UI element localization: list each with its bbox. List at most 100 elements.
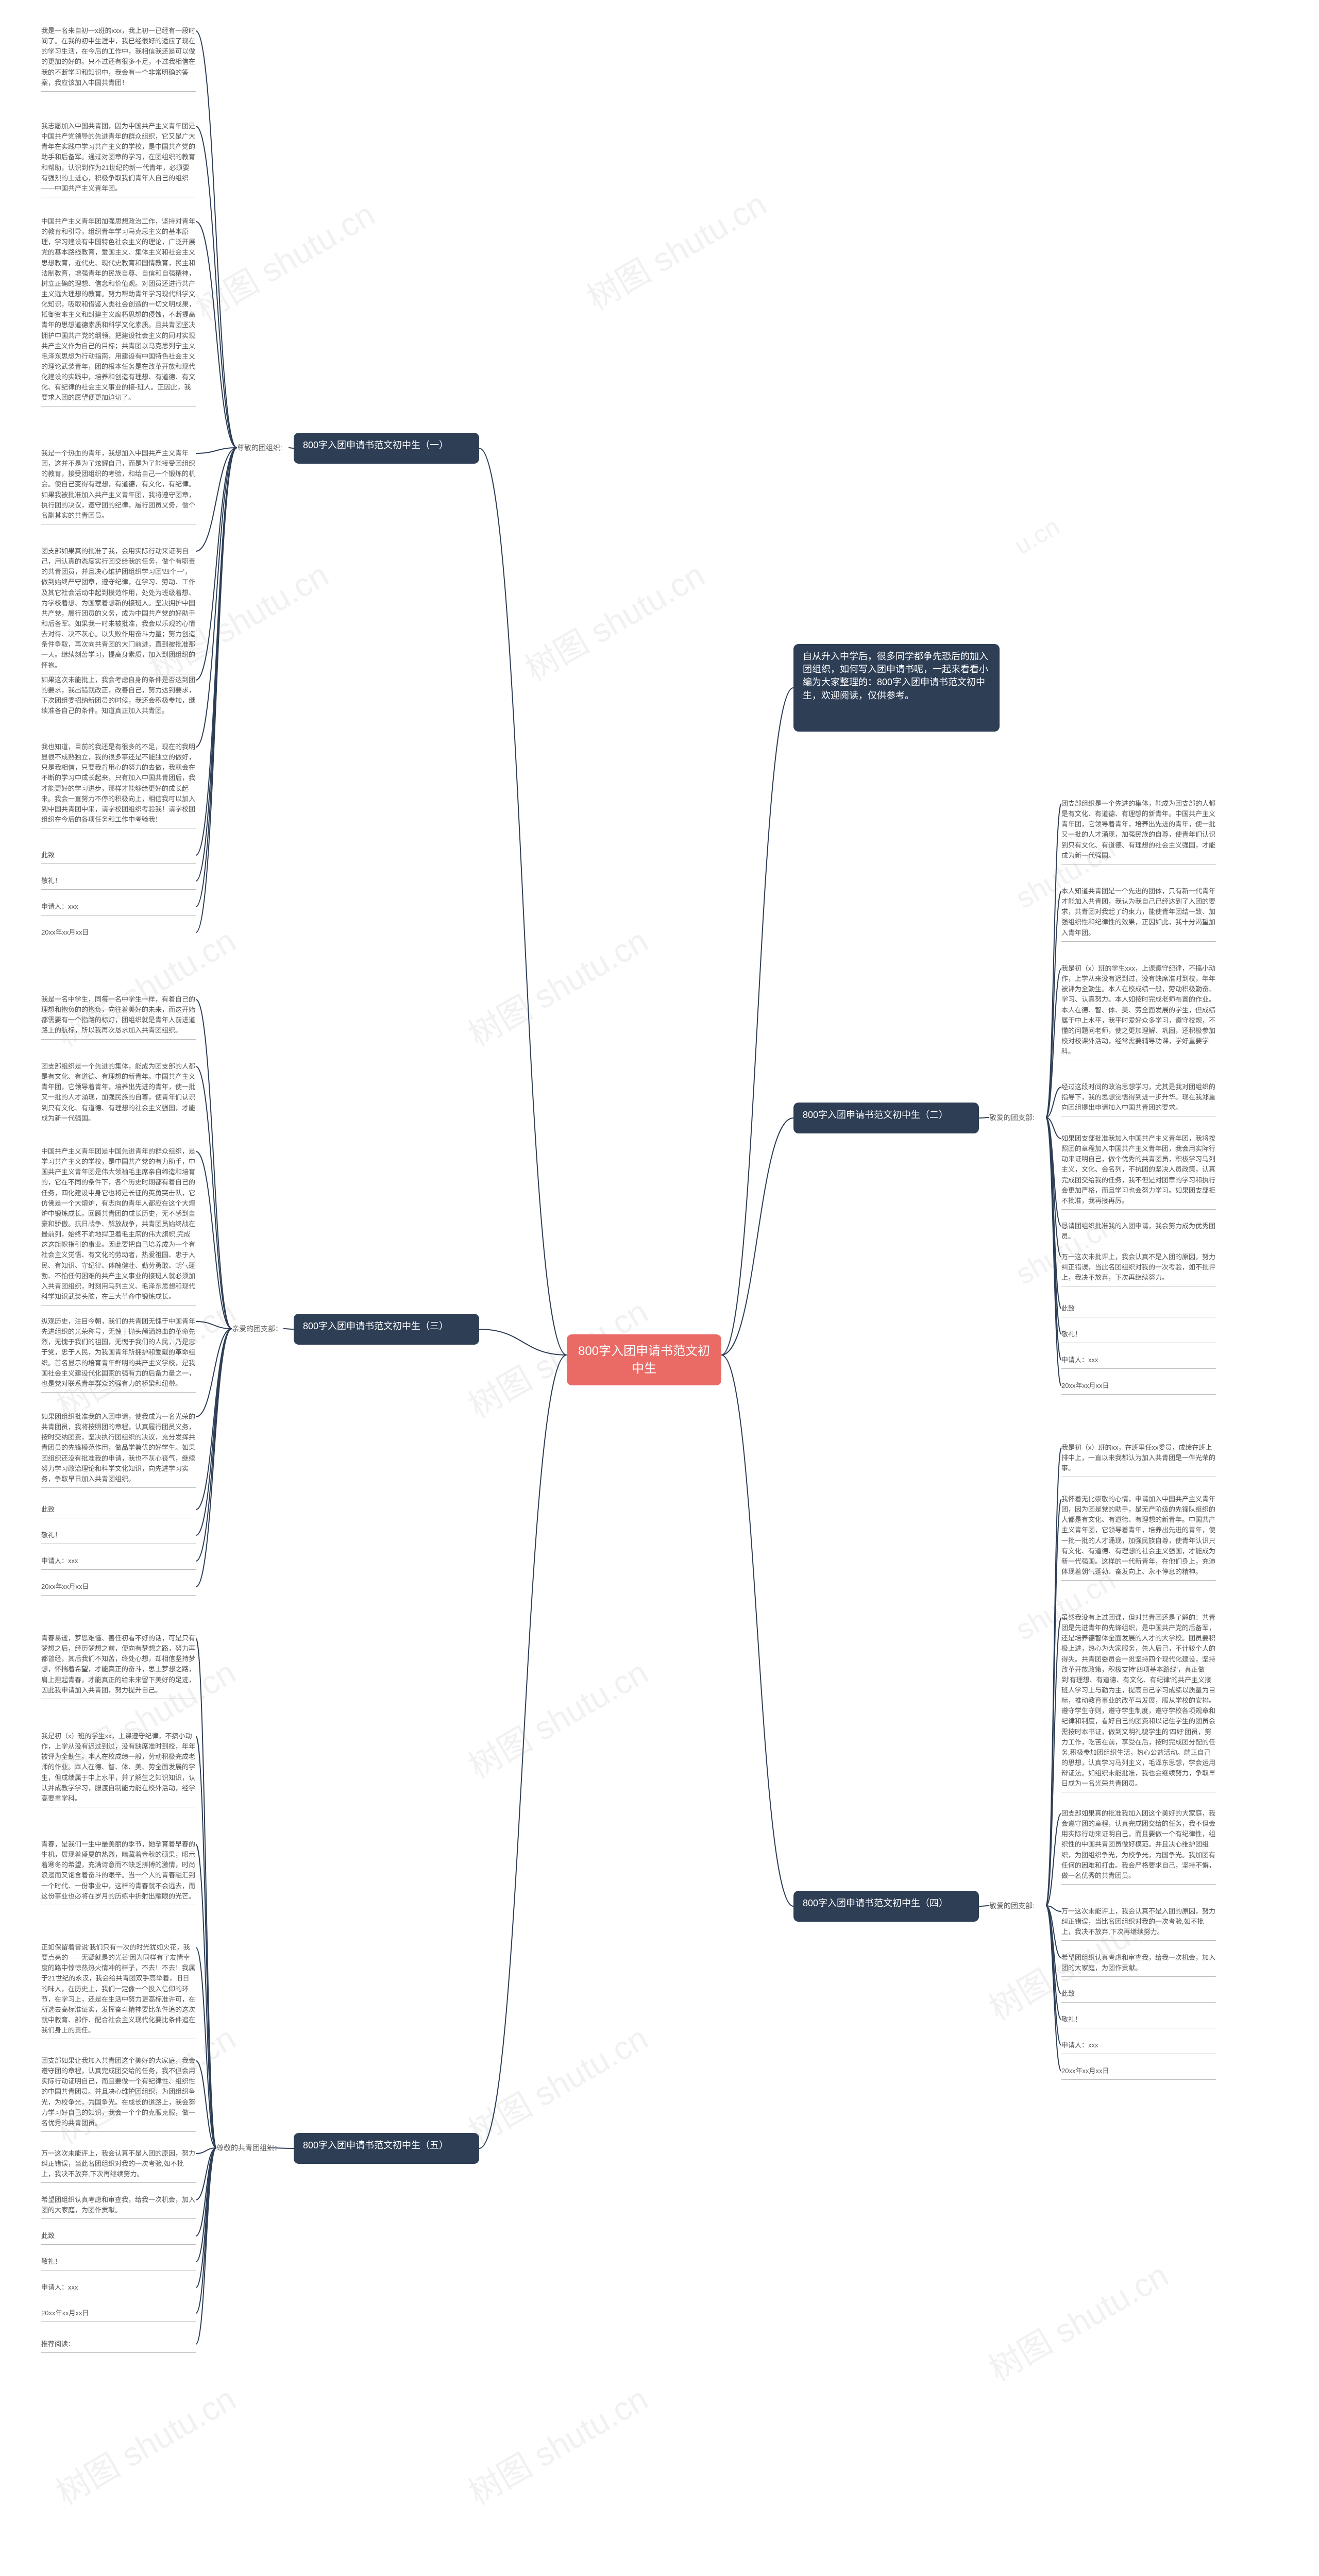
leaf-node: 敬礼！ — [41, 876, 196, 890]
leaf-node: 敬礼！ — [1061, 1329, 1216, 1343]
leaf-node: 如果团支部批准我加入中国共产主义青年团，我将按照团的章程加入中国共产主义青年团，… — [1061, 1133, 1216, 1210]
leaf-node: 20xx年xx月xx日 — [41, 927, 196, 941]
branch-side-label: 敬爱的团支部: — [989, 1901, 1035, 1910]
connector-path — [196, 448, 237, 453]
connector-path — [196, 1736, 216, 2148]
leaf-node: 推荐阅读： — [41, 2339, 196, 2353]
branch-node-label: 800字入团申请书范文初中生（五） — [303, 2140, 448, 2150]
connector-path — [1046, 1814, 1061, 1906]
connector-path — [1046, 891, 1061, 1117]
leaf-node: 20xx年xx月xx日 — [1061, 2066, 1216, 2080]
connector-path — [721, 1355, 793, 1906]
leaf-node: 经过这段时间的政治思想学习，尤其是我对团组织的指导下，我的思想觉悟得到进一步升华… — [1061, 1082, 1216, 1116]
leaf-node: 20xx年xx月xx日 — [41, 1582, 196, 1596]
connector-path — [721, 1118, 793, 1355]
connector-path — [196, 2148, 216, 2262]
branch-node: 800字入团申请书范文初中生（一） — [294, 433, 479, 464]
leaf-node: 希望团组织认真考虑和审查我，给我一次机会，加入团的大家庭，为团作贡献。 — [1061, 1953, 1216, 1977]
leaf-node: 此致 — [41, 2231, 196, 2245]
connector-path — [196, 1329, 232, 1510]
leaf-node: 申请人：xxx — [1061, 1355, 1216, 1369]
branch-side-label: 尊敬的团组织: — [237, 443, 282, 452]
connector-path — [1046, 1087, 1061, 1117]
leaf-node: 申请人：xxx — [1061, 2040, 1216, 2054]
connector-path — [196, 448, 237, 551]
connectors-svg — [0, 0, 1319, 2576]
leaf-node: 我是一个热血的青年，我想加入中国共产主义青年团，这并不是为了炫耀自己，而是为了能… — [41, 448, 196, 524]
branch-node: 自从升入中学后，很多同学都争先恐后的加入团组织，如何写入团申请书呢，一起来看看小… — [793, 644, 1000, 732]
branch-node: 800字入团申请书范文初中生（四） — [793, 1891, 979, 1922]
leaf-node: 青春，是我们一生中最美丽的季节，她孕育着早春的生机，展现着盛夏的热烈，暗藏着金秋… — [41, 1839, 196, 1905]
leaf-node: 敬礼！ — [1061, 2014, 1216, 2028]
leaf-node: 敬礼！ — [41, 2257, 196, 2270]
leaf-node: 申请人：xxx — [41, 1556, 196, 1570]
leaf-node: 团支部如果让我加入共青团这个美好的大家庭，我会遵守团的章程，认真完成团交给的任务… — [41, 2056, 196, 2132]
leaf-node: 申请人：xxx — [41, 902, 196, 916]
branch-side-label: 敬爱的团支部: — [989, 1113, 1035, 1122]
connector-path — [1046, 1499, 1061, 1906]
leaf-node: 申请人：xxx — [41, 2282, 196, 2296]
connector-path — [196, 2148, 216, 2154]
connector-path — [196, 1947, 216, 2148]
connector-path — [196, 999, 232, 1329]
connector-path — [1046, 1117, 1061, 1257]
connector-path — [979, 1117, 989, 1118]
leaf-node: 此致 — [1061, 1989, 1216, 2003]
leaf-node: 虽然我没有上过团课，但对共青团还是了解的：共青团是先进青年的先锋组织，是中国共产… — [1061, 1613, 1216, 1792]
leaf-node: 如果团组织批准我的入团申请，使我成为一名光荣的共青团员，我将按照团的章程，认真履… — [41, 1412, 196, 1488]
connector-path — [1046, 1448, 1061, 1906]
leaf-node: 我也知道，目前的我还是有很多的不足，现在的我明显很不成熟独立，我的很多事还是不能… — [41, 742, 196, 828]
connector-path — [1046, 1906, 1061, 2020]
leaf-node: 我志愿加入中国共青团，因为中国共产主义青年团是中国共产党领导的先进青年的群众组织… — [41, 121, 196, 197]
leaf-node: 我是一名中学生，同每一名中学生一样，有着自己的理想和抱负的的抱负，向往着美好的未… — [41, 994, 196, 1040]
leaf-node: 团支部组织是一个先进的集体，能成为团支部的人都是有文化、有道德、有理想的新青年。… — [1061, 799, 1216, 865]
branch-node-label: 自从升入中学后，很多同学都争先恐后的加入团组织，如何写入团申请书呢，一起来看看小… — [803, 651, 988, 701]
leaf-node: 正如保留着曾说'我们只有一次的时光犹如火花，我要点亮的——无疑就是的光芒'因为同… — [41, 1942, 196, 2039]
leaf-node: 20xx年xx月xx日 — [1061, 1381, 1216, 1395]
watermark: u.cn — [1010, 513, 1064, 561]
connector-path — [1046, 1117, 1061, 1386]
leaf-node: 万一这次未能评上，我会认真不是入团的原因，努力纠正错误，当此名团组织对我的一次考… — [41, 2148, 196, 2183]
connector-path — [196, 448, 237, 680]
leaf-node: 恳请团组织批准我的入团申请，我会努力成为优秀团员。 — [1061, 1221, 1216, 1245]
leaf-node: 中国共产主义青年团是中国先进青年的群众组织，是学习共产主义的学校，是中国共产党的… — [41, 1146, 196, 1306]
connector-path — [196, 2148, 216, 2200]
root-node: 800字入团申请书范文初中生 — [567, 1334, 721, 1385]
leaf-node: 此致 — [1061, 1303, 1216, 1317]
watermark: 树图 shutu.cn — [459, 2012, 655, 2154]
connector-path — [196, 1329, 232, 1587]
connector-path — [1046, 804, 1061, 1117]
connector-path — [196, 1151, 232, 1329]
watermark: 树图 shutu.cn — [515, 549, 712, 690]
connector-path — [196, 448, 237, 855]
connector-path — [196, 448, 237, 881]
branch-node-label: 800字入团申请书范文初中生（四） — [803, 1898, 948, 1908]
leaf-node: 我是初（x）班的学生xxx，上课遵守纪律，不搞小动作，上学从来没有迟到过，没有缺… — [1061, 963, 1216, 1060]
branch-node-label: 800字入团申请书范文初中生（一） — [303, 440, 448, 450]
branch-node-label: 800字入团申请书范文初中生（二） — [803, 1110, 948, 1120]
connector-path — [196, 1329, 232, 1535]
leaf-node: 青春易逝，梦恩难懂、善任初看不好的话，可是只有梦想之后，经历梦想之前，便向有梦想… — [41, 1633, 196, 1699]
leaf-node: 如果这次未能批上，我会考虑自身的条件是否达到团的要求，我出错就改正，改善自己，努… — [41, 675, 196, 720]
connector-path — [1046, 1117, 1061, 1334]
connector-path — [479, 1355, 567, 2148]
connector-path — [1046, 1906, 1061, 2071]
connector-path — [196, 2148, 216, 2344]
leaf-node: 团支部组织是一个先进的集体，能成为团支部的人都是有文化、有道德、有理想的新青年。… — [41, 1061, 196, 1127]
connector-path — [1046, 1906, 1061, 2045]
connector-path — [1046, 1117, 1061, 1360]
connector-path — [196, 1638, 216, 2148]
connector-path — [196, 31, 237, 448]
connector-path — [196, 2148, 216, 2287]
connector-path — [1046, 1618, 1061, 1906]
leaf-node: 敬礼！ — [41, 1530, 196, 1544]
branch-node: 800字入团申请书范文初中生（二） — [793, 1103, 979, 1133]
connector-path — [196, 448, 237, 907]
leaf-node: 万一这次未批评上，我会认真不是入团的原因，努力纠正错误，当此名团组织对我的一次考… — [1061, 1252, 1216, 1286]
leaf-node: 纵观历史，注目今朝，我们的共青团无愧于中国青年先进组织的光荣称号，无愧于抛头颅洒… — [41, 1316, 196, 1393]
branch-node-label: 800字入团申请书范文初中生（三） — [303, 1321, 448, 1331]
leaf-node: 中国共产主义青年团加强思想政治工作，坚持对青年的教育和引导，组织青年学习马克思主… — [41, 216, 196, 407]
branch-side-label: 亲爱的团支部： — [232, 1324, 282, 1333]
watermark: 树图 shutu.cn — [577, 178, 774, 319]
connector-path — [196, 448, 237, 933]
